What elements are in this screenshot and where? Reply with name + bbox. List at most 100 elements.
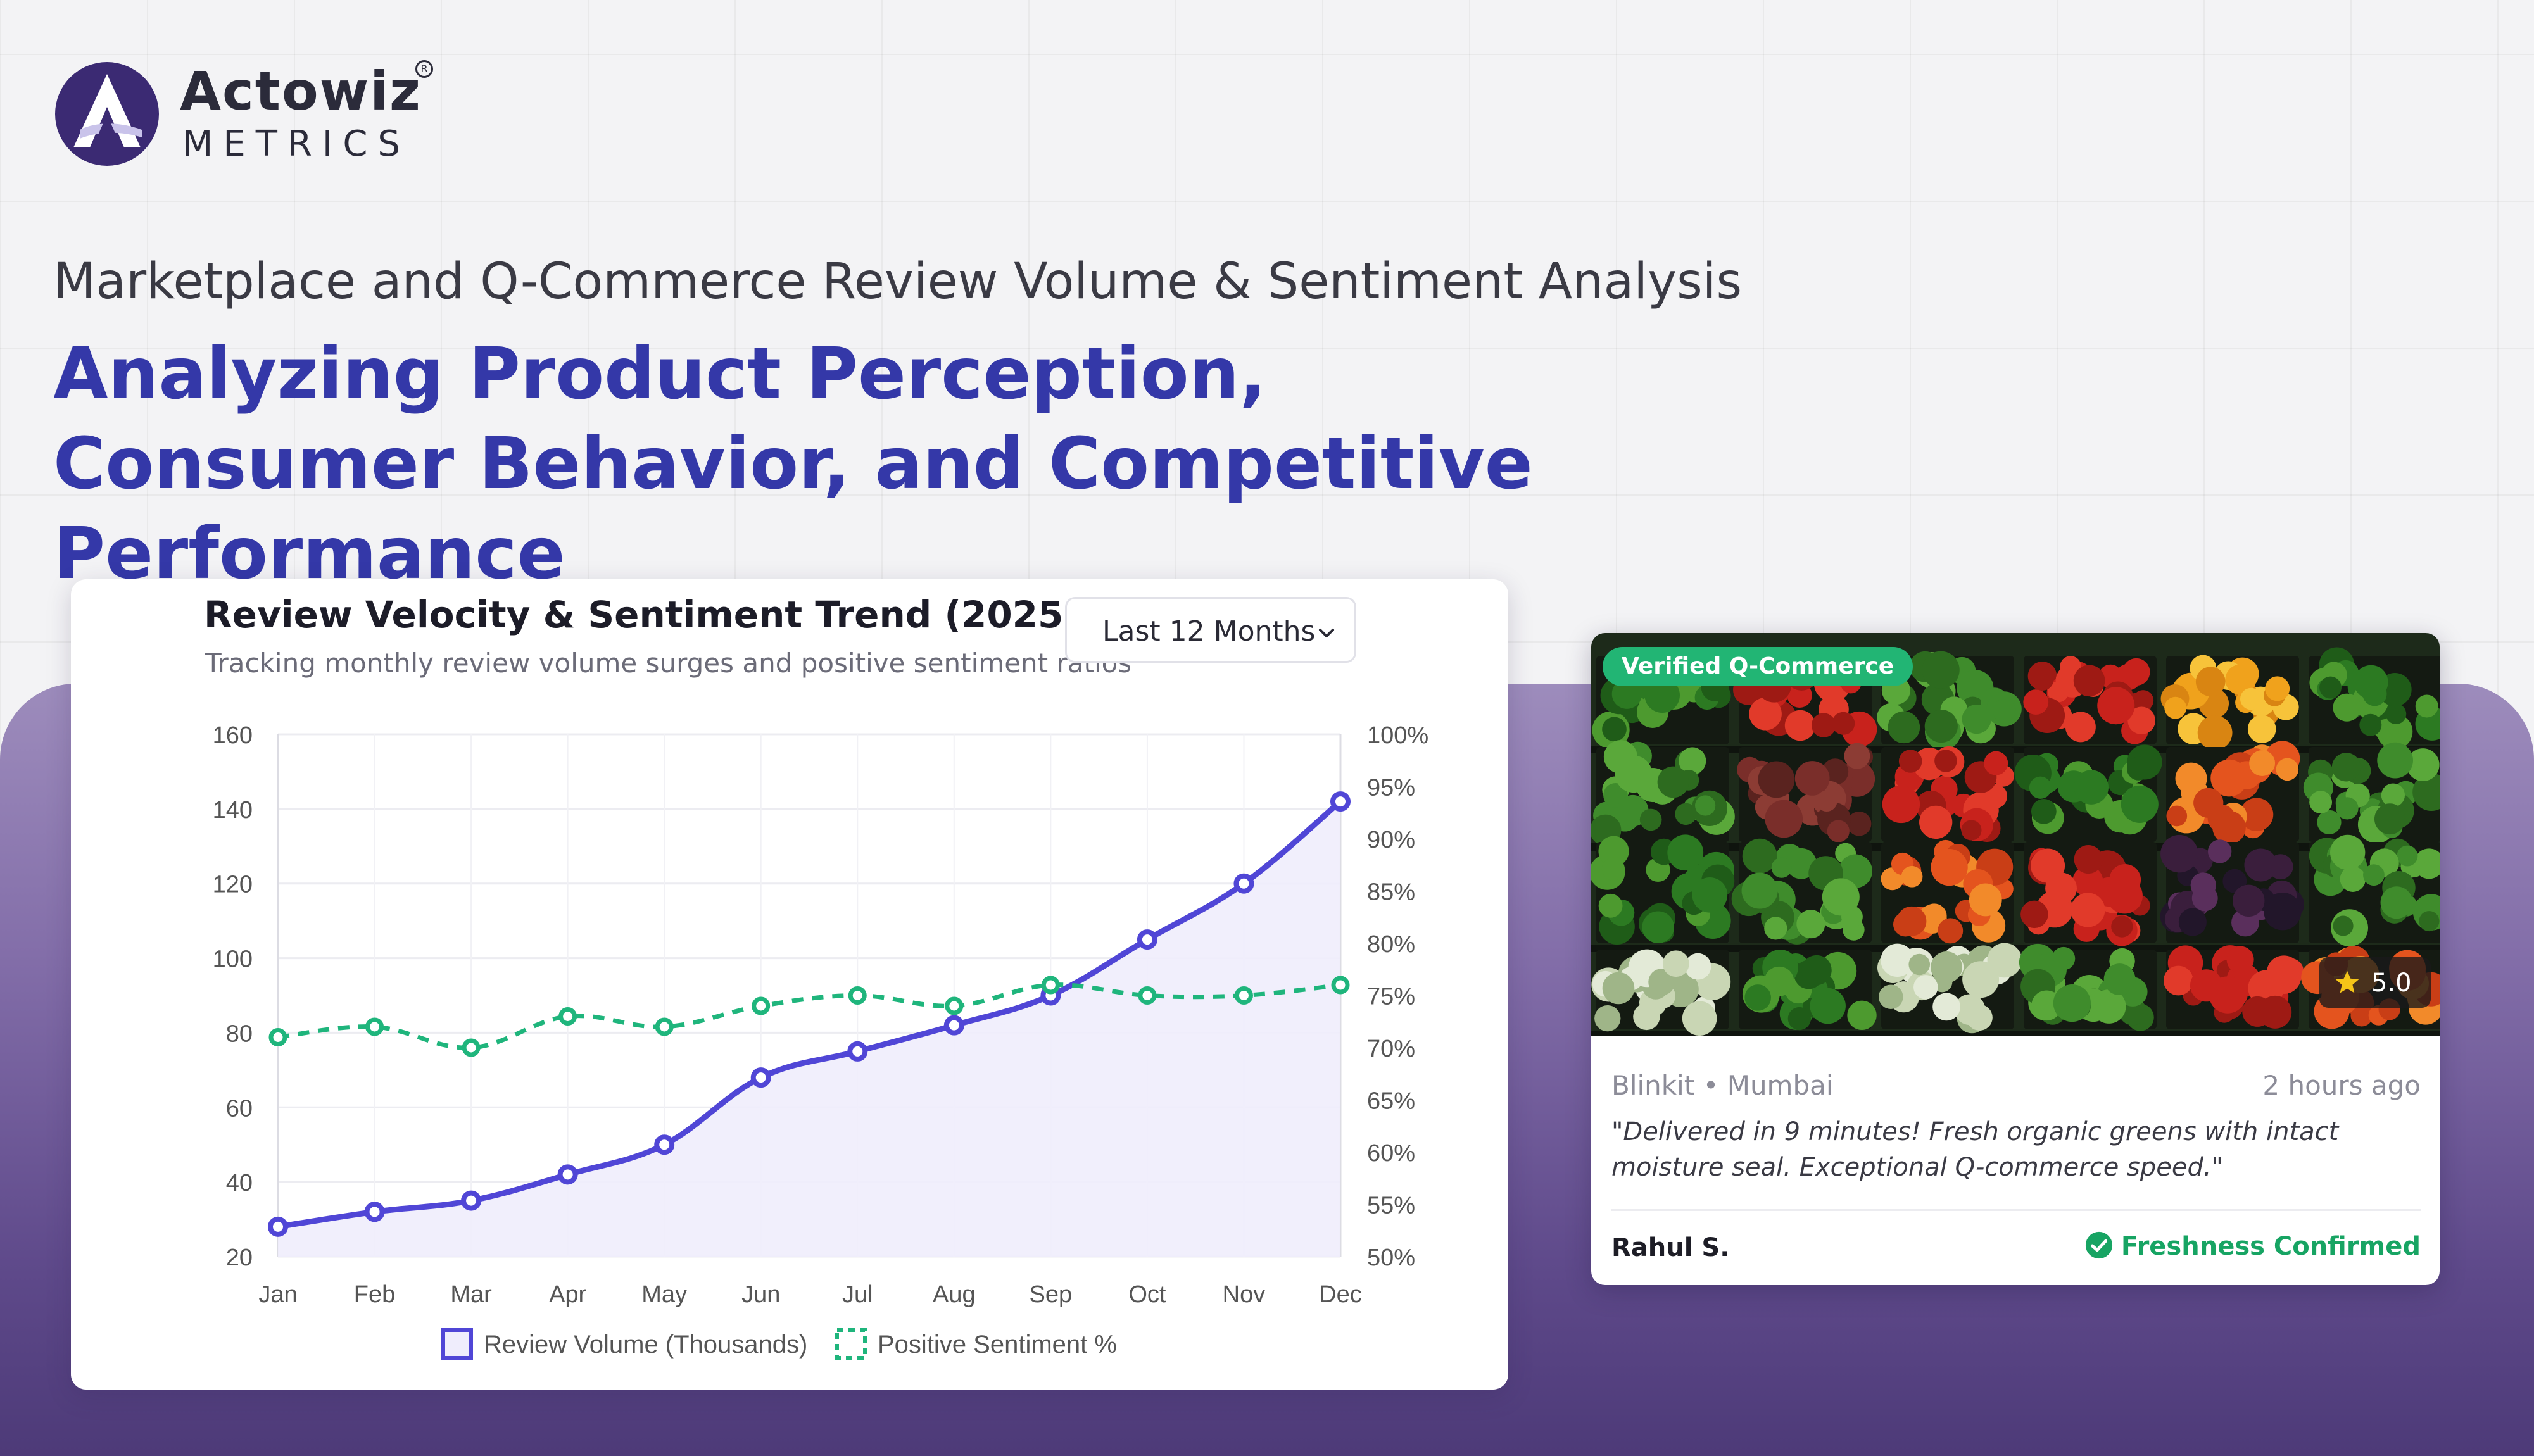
x-tick-label: Aug [933, 1281, 976, 1308]
produce-item [2406, 748, 2440, 782]
produce-item [1881, 943, 1914, 977]
produce-item [1879, 984, 1903, 1009]
registered-mark: R [415, 60, 433, 78]
page-eyebrow: Marketplace and Q-Commerce Review Volume… [53, 253, 1743, 310]
produce-item [1932, 993, 1960, 1021]
produce-item [2240, 798, 2274, 831]
sentiment-point [945, 996, 964, 1015]
sentiment-point [1138, 986, 1157, 1005]
check-circle-icon [2085, 1231, 2112, 1259]
produce-item [2240, 687, 2262, 710]
y-right-tick-label: 65% [1367, 1088, 1415, 1115]
sentiment-point [1331, 976, 1350, 995]
produce-item [1598, 836, 1629, 867]
produce-item [2415, 694, 2438, 718]
produce-item [2319, 676, 2342, 699]
legend-swatch-volume [441, 1328, 473, 1360]
produce-item [2340, 866, 2366, 892]
freshness-label: Freshness Confirmed [2121, 1232, 2421, 1261]
produce-item [2226, 946, 2254, 974]
produce-item [1749, 698, 1782, 731]
produce-item [1667, 834, 1704, 871]
time-range-value: Last 12 Months [1102, 615, 1316, 648]
sentiment-line [277, 982, 1341, 1050]
produce-item [2331, 753, 2361, 782]
produce-item [1684, 953, 1711, 980]
review-volume-point [847, 1041, 868, 1062]
produce-item [2350, 1004, 2373, 1027]
produce-shelf-photo [1591, 633, 2440, 1036]
review-volume-point [1330, 791, 1351, 812]
produce-item [1744, 984, 1771, 1011]
y-left-tick-label: 100 [213, 946, 253, 973]
x-tick-label: Jul [842, 1281, 873, 1308]
produce-item [1758, 761, 1795, 798]
review-volume-point [1233, 873, 1254, 894]
produce-item [1832, 712, 1855, 735]
produce-item [1794, 761, 1830, 796]
produce-item [2267, 854, 2293, 880]
produce-item [2072, 865, 2103, 897]
produce-item [2195, 667, 2226, 697]
produce-item [1787, 1007, 1811, 1031]
produce-item [2126, 756, 2151, 781]
page-title: Analyzing Product Perception, Consumer B… [53, 333, 1533, 595]
produce-item [1594, 1005, 1621, 1032]
actowiz-logo-icon [55, 62, 159, 166]
produce-item [1827, 820, 1850, 843]
produce-item [2265, 676, 2290, 701]
brand-logo[interactable]: Actowiz R METRICS [53, 60, 496, 174]
produce-item [1896, 906, 1927, 936]
produce-item [2074, 844, 2103, 874]
produce-item [1601, 857, 1625, 881]
produce-item [1844, 743, 1870, 769]
brand-sub: METRICS [182, 123, 410, 165]
produce-item [1922, 651, 1960, 689]
chart-subtitle: Tracking monthly review volume surges an… [205, 648, 1132, 679]
produce-item [1847, 1000, 1877, 1030]
x-tick-label: Sep [1030, 1281, 1073, 1308]
produce-item [2074, 770, 2109, 805]
produce-item [1931, 849, 1968, 886]
legend-label-volume: Review Volume (Thousands) [484, 1331, 807, 1359]
produce-item [2111, 915, 2133, 938]
y-right-tick-label: 75% [1367, 984, 1415, 1010]
review-volume-point [943, 1015, 964, 1036]
produce-item [1741, 872, 1778, 909]
produce-item [2127, 706, 2155, 735]
produce-item [2363, 864, 2385, 886]
verified-badge: Verified Q-Commerce [1603, 647, 1913, 686]
produce-item [1611, 679, 1642, 709]
produce-item [2249, 750, 2276, 776]
produce-item [2073, 665, 2105, 697]
produce-item [2020, 900, 2048, 929]
produce-item [1784, 710, 1816, 741]
review-divider [1611, 1209, 2421, 1211]
chart-title: Review Velocity & Sentiment Trend (2025–… [204, 593, 1201, 636]
produce-item [2193, 788, 2224, 818]
time-range-select[interactable]: Last 12 Months [1065, 597, 1356, 663]
produce-item [2023, 689, 2049, 715]
sentiment-point [558, 1007, 577, 1026]
produce-item [2122, 658, 2150, 686]
x-tick-label: Feb [354, 1281, 395, 1308]
y-left-tick-label: 140 [213, 797, 253, 824]
y-right-tick-label: 95% [1367, 775, 1415, 801]
produce-item [2329, 834, 2366, 870]
produce-item [2091, 989, 2126, 1024]
produce-item [1816, 790, 1837, 812]
produce-item [2190, 872, 2216, 898]
review-volume-point [557, 1164, 578, 1185]
produce-item [2160, 834, 2198, 873]
produce-item [1642, 911, 1674, 943]
produce-item [2163, 965, 2193, 996]
produce-item [1810, 988, 1846, 1024]
produce-item [1603, 740, 1637, 774]
reviewer-name: Rahul S. [1611, 1233, 1730, 1262]
legend-label-sentiment: Positive Sentiment % [878, 1331, 1117, 1359]
produce-item [2029, 776, 2052, 799]
produce-item [1913, 975, 1938, 1000]
review-volume-point [750, 1067, 771, 1088]
y-right-tick-label: 85% [1367, 879, 1415, 906]
produce-item [1692, 877, 1728, 913]
